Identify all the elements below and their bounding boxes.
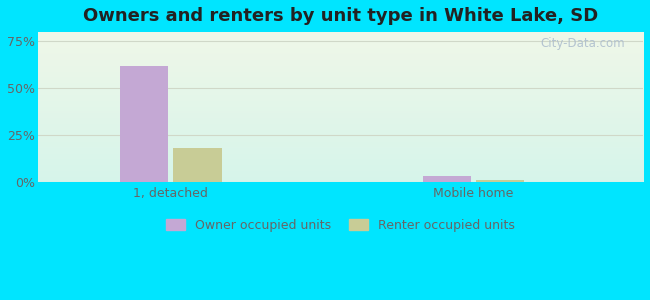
Title: Owners and renters by unit type in White Lake, SD: Owners and renters by unit type in White…: [83, 7, 598, 25]
Bar: [174, 148, 222, 182]
Bar: [120, 66, 168, 182]
Legend: Owner occupied units, Renter occupied units: Owner occupied units, Renter occupied un…: [166, 219, 515, 232]
Bar: [422, 176, 471, 182]
Text: City-Data.com: City-Data.com: [540, 37, 625, 50]
Bar: [476, 180, 525, 182]
